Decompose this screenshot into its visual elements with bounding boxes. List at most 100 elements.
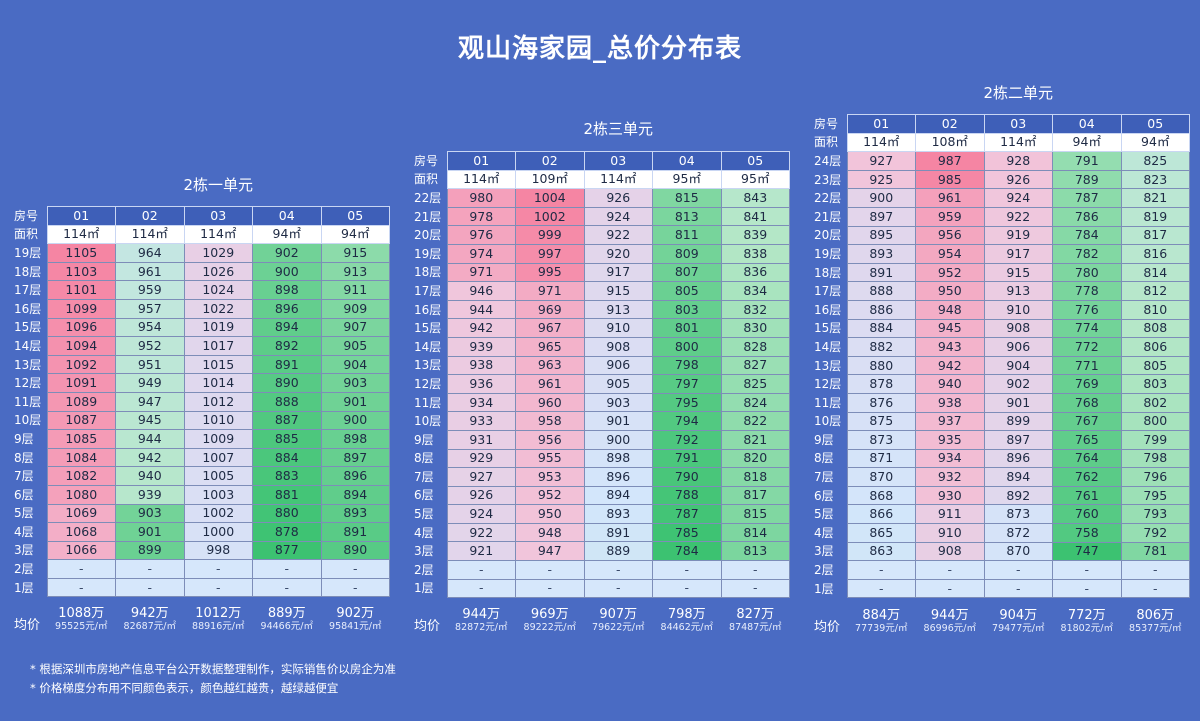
price-cell: 904 xyxy=(320,354,390,375)
price-cell: 870 xyxy=(846,467,916,487)
price-cell: 802 xyxy=(1120,392,1190,413)
price-cell: 901 xyxy=(115,522,185,542)
floor-label: 16层 xyxy=(414,302,442,317)
price-cell: 868 xyxy=(846,485,916,506)
price-cell: 821 xyxy=(1120,188,1190,208)
header-cell: 114㎡ xyxy=(46,224,116,245)
table-row: 2层 - - - - - xyxy=(412,560,790,580)
price-cell: 760 xyxy=(1052,504,1122,525)
table-row: 12层 936 961 905 797 825 xyxy=(412,374,790,394)
price-cell: 956 xyxy=(915,225,985,246)
header-cell: 03 xyxy=(583,151,653,171)
price-cell: - xyxy=(846,578,916,599)
price-cell: 800 xyxy=(1120,411,1190,432)
price-cell: 1026 xyxy=(183,261,253,282)
price-cell: 897 xyxy=(320,447,390,468)
price-cell: - xyxy=(915,560,985,580)
average-cell: 806万 85377元/㎡ xyxy=(1121,608,1190,635)
price-cell: - xyxy=(252,577,322,598)
price-cell: 927 xyxy=(846,151,916,171)
price-cell: - xyxy=(446,560,516,580)
floor-label: 14层 xyxy=(414,339,442,354)
price-cell: 1019 xyxy=(183,317,253,338)
price-cell: 818 xyxy=(720,467,790,487)
floor-label: 8层 xyxy=(814,451,834,466)
price-cell: 1069 xyxy=(46,503,116,524)
price-cell: 1103 xyxy=(46,261,116,282)
average-total-price: 806万 xyxy=(1136,607,1175,623)
average-unit-price: 95841元/㎡ xyxy=(329,620,382,632)
price-cell: 978 xyxy=(446,206,516,227)
floor-label: 15层 xyxy=(14,320,42,335)
table-row: 2层 - - - - - xyxy=(12,559,390,579)
price-cell: 999 xyxy=(515,225,585,245)
price-cell: 814 xyxy=(1120,262,1190,283)
price-cell: 899 xyxy=(983,411,1053,432)
floor-label: 13层 xyxy=(14,357,42,372)
table-row: 9层 931 956 900 792 821 xyxy=(412,429,790,450)
average-cell: 1012万 88916元/㎡ xyxy=(184,606,253,633)
price-cell: 942 xyxy=(115,447,185,468)
price-cell: 900 xyxy=(320,410,390,431)
price-cell: 1084 xyxy=(46,447,116,468)
price-cell: - xyxy=(983,560,1053,580)
price-cell: 932 xyxy=(915,467,985,487)
floor-label: 4层 xyxy=(814,525,834,540)
price-cell: 1096 xyxy=(46,317,116,338)
floor-label: 8层 xyxy=(14,450,34,465)
average-unit-price: 85377元/㎡ xyxy=(1129,622,1182,634)
price-cell: 910 xyxy=(583,318,653,338)
price-cell: 893 xyxy=(320,503,390,524)
average-cell: 907万 79622元/㎡ xyxy=(584,607,653,634)
floor-label: 14层 xyxy=(14,338,42,353)
floor-label: 14层 xyxy=(814,339,842,354)
price-cell: - xyxy=(46,577,116,598)
price-cell: 889 xyxy=(583,541,653,562)
price-cell: - xyxy=(652,560,722,580)
floor-label: 20层 xyxy=(814,228,842,243)
average-unit-price: 95525元/㎡ xyxy=(55,620,108,632)
floor-label: 17层 xyxy=(414,283,442,298)
floor-label: 24层 xyxy=(814,153,842,168)
price-cell: 764 xyxy=(1052,448,1122,469)
price-cell: 934 xyxy=(446,392,516,413)
price-cell: 954 xyxy=(115,317,185,338)
price-cell: 813 xyxy=(720,541,790,562)
average-unit-price: 82687元/㎡ xyxy=(123,620,176,632)
floor-label: 16层 xyxy=(14,301,42,316)
floor-label: 15层 xyxy=(814,321,842,336)
header-cell: 94㎡ xyxy=(252,224,322,245)
price-cell: 920 xyxy=(583,243,653,264)
price-cell: 810 xyxy=(1120,299,1190,320)
price-cell: 940 xyxy=(115,466,185,486)
price-cell: 876 xyxy=(846,392,916,413)
price-cell: 944 xyxy=(115,429,185,449)
price-cell: 974 xyxy=(446,243,516,264)
price-cell: 809 xyxy=(652,243,722,264)
price-cell: 834 xyxy=(720,281,790,301)
header-cell: 02 xyxy=(115,206,185,226)
table-row: 14层 882 943 906 772 806 xyxy=(812,337,1190,357)
price-cell: 900 xyxy=(252,261,322,282)
floor-label: 18层 xyxy=(414,265,442,280)
price-cell: 971 xyxy=(446,262,516,283)
floor-label: 4层 xyxy=(414,525,434,540)
price-cell: 902 xyxy=(252,243,322,263)
price-cell: 960 xyxy=(515,392,585,413)
table-row: 11层 876 938 901 768 802 xyxy=(812,392,1190,413)
price-cell: - xyxy=(252,559,322,579)
floor-label: 2层 xyxy=(414,562,434,577)
average-total-price: 884万 xyxy=(862,607,901,623)
floor-label: 1层 xyxy=(414,581,434,596)
table-row: 10层 933 958 901 794 822 xyxy=(412,411,790,431)
average-label: 均价 xyxy=(414,619,441,634)
floor-label: 20层 xyxy=(414,228,442,243)
floor-label: 5层 xyxy=(414,507,434,522)
price-cell: 902 xyxy=(983,374,1053,394)
floor-label: 6层 xyxy=(14,487,34,502)
floor-label: 19层 xyxy=(814,246,842,261)
price-cell: 791 xyxy=(1052,151,1122,171)
price-cell: 795 xyxy=(1120,485,1190,506)
table-row: 8层 871 934 896 764 798 xyxy=(812,448,1190,469)
price-cell: 1012 xyxy=(183,391,253,412)
